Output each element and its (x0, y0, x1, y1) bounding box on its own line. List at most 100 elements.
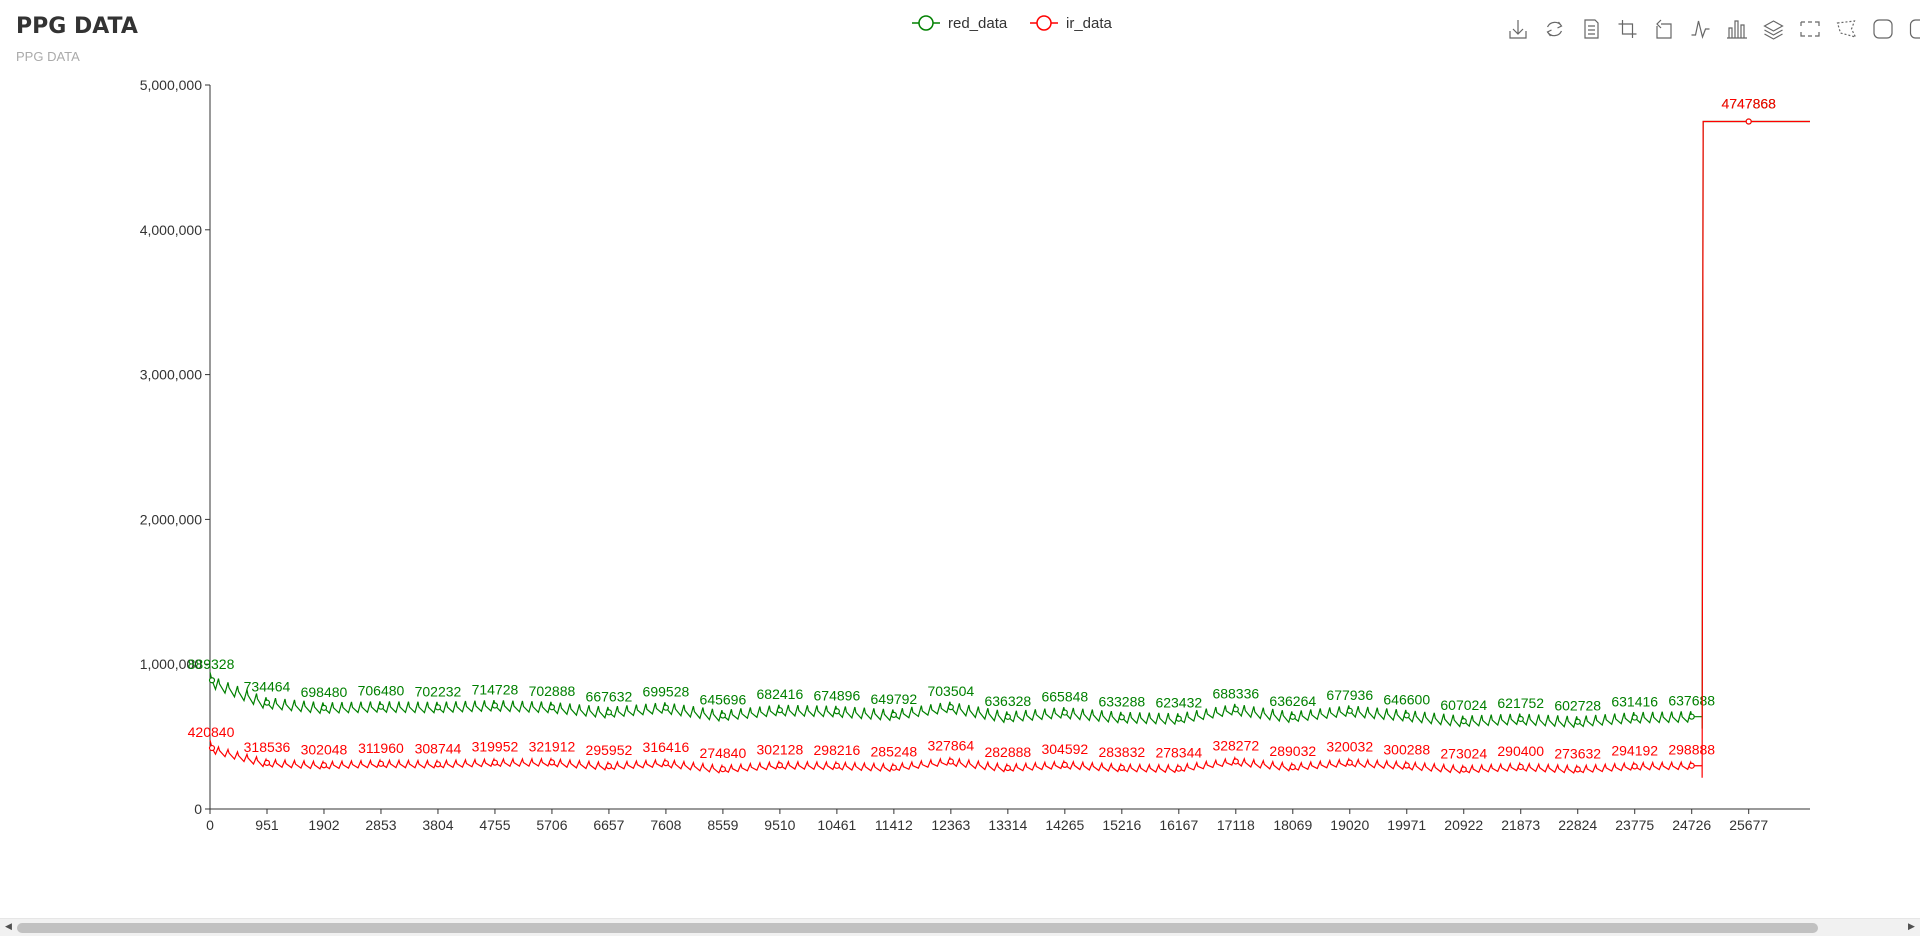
x-tick-label: 0 (206, 817, 214, 833)
line-chart-icon[interactable] (1691, 20, 1710, 40)
data-label: 698480 (301, 684, 348, 700)
data-label: 646600 (1383, 691, 1430, 707)
data-point (1175, 765, 1182, 772)
data-point (776, 762, 783, 769)
horizontal-scrollbar[interactable]: ◀ ▶ (0, 918, 1920, 936)
data-point (548, 704, 556, 711)
bar-chart-icon[interactable] (1727, 20, 1747, 39)
series-layer: 889328 734464 698480 706480 702232 714728 7028… (188, 96, 1810, 778)
data-point (1346, 759, 1353, 766)
data-point (1574, 766, 1581, 773)
data-label: 607024 (1440, 697, 1487, 713)
data-label: 667632 (586, 688, 633, 704)
data-label: 278344 (1155, 745, 1202, 761)
data-point (1403, 712, 1410, 719)
data-point (947, 704, 954, 711)
data-point (208, 677, 216, 684)
scroll-left-arrow[interactable]: ◀ (5, 922, 12, 932)
data-label: 304592 (1041, 741, 1088, 757)
x-tick-label: 12363 (931, 817, 970, 833)
data-point (1232, 758, 1239, 765)
polygon-select-icon[interactable] (1836, 20, 1857, 38)
y-tick-label: 3,000,000 (140, 367, 202, 383)
data-label: 294192 (1611, 742, 1658, 758)
x-tick-label: 15216 (1102, 817, 1141, 833)
x-tick-label: 10461 (817, 817, 856, 833)
data-label: 623432 (1155, 695, 1202, 711)
data-point (1517, 715, 1524, 723)
clear-select-icon[interactable] (1909, 19, 1920, 39)
data-point (605, 709, 613, 716)
data-label: 282888 (984, 744, 1031, 760)
x-tick-label: 5706 (536, 817, 567, 833)
data-label: 420840 (188, 724, 235, 740)
data-point (776, 707, 783, 714)
data-point (548, 759, 556, 766)
x-tick-label: 1902 (308, 817, 339, 833)
data-point (1574, 718, 1581, 725)
data-point (377, 760, 385, 767)
rect-select-icon[interactable] (1800, 21, 1820, 37)
download-icon[interactable] (1509, 20, 1527, 39)
data-label: 677936 (1326, 687, 1373, 703)
data-label: 283832 (1098, 744, 1145, 760)
x-tick-label: 8559 (707, 817, 738, 833)
data-label: 316416 (643, 739, 690, 755)
zoom-icon[interactable] (1618, 20, 1637, 38)
data-label: 674896 (814, 687, 861, 703)
data-point (1403, 762, 1410, 769)
data-label: 274840 (700, 745, 747, 761)
data-label: 631416 (1611, 694, 1658, 710)
series-line-ir_data (209, 120, 1810, 778)
data-point (1631, 714, 1638, 721)
data-label: 273632 (1554, 745, 1601, 761)
stack-icon[interactable] (1763, 20, 1784, 40)
data-label: 688336 (1212, 685, 1259, 701)
y-tick-label: 4,000,000 (140, 222, 202, 238)
x-tick-label: 18069 (1273, 817, 1312, 833)
data-point (1346, 707, 1353, 714)
data-label: 702888 (529, 683, 576, 699)
data-label: 637688 (1668, 693, 1715, 709)
data-view-icon[interactable] (1584, 19, 1599, 39)
data-point (491, 759, 499, 766)
data-label: 285248 (871, 744, 918, 760)
data-point (1517, 763, 1524, 771)
data-label: 636264 (1269, 693, 1316, 709)
data-label: 321912 (529, 738, 576, 754)
refresh-icon[interactable] (1546, 21, 1563, 37)
y-tick-label: 2,000,000 (140, 511, 202, 527)
data-label: 706480 (358, 683, 405, 699)
data-point (263, 759, 271, 766)
data-label: 311960 (358, 740, 404, 756)
x-axis: 0 951 1902 2853 3804 4755 5706 6657 7608 8559 9510… (206, 808, 1810, 833)
data-label: 889328 (188, 656, 235, 672)
zoom-back-icon[interactable] (1656, 19, 1672, 39)
data-point (1688, 713, 1695, 720)
data-label: 290400 (1497, 743, 1544, 759)
x-tick-label: 19971 (1387, 817, 1426, 833)
data-point (719, 766, 726, 773)
data-point (1232, 706, 1239, 713)
scroll-thumb[interactable] (17, 923, 1818, 933)
data-label: 734464 (244, 679, 291, 695)
data-point (434, 704, 442, 711)
scroll-right-arrow[interactable]: ▶ (1908, 922, 1915, 932)
data-point (208, 744, 216, 752)
chart-subtitle: PPG DATA (16, 49, 80, 64)
y-tick-label: 0 (194, 801, 202, 817)
toolbox (1509, 19, 1920, 40)
y-tick-label: 1,000,000 (140, 656, 202, 672)
data-label: 328272 (1212, 737, 1259, 753)
data-point (605, 763, 613, 770)
data-point (377, 703, 385, 710)
data-label: 621752 (1497, 695, 1544, 711)
legend-symbol-ir_data (1036, 15, 1052, 31)
x-tick-label: 24726 (1672, 817, 1711, 833)
x-tick-label: 16167 (1159, 817, 1198, 833)
data-point (1460, 718, 1467, 725)
data-label: 702232 (415, 683, 462, 699)
data-point (434, 761, 442, 768)
keep-select-icon[interactable] (1873, 19, 1893, 39)
x-tick-label: 25677 (1729, 817, 1768, 833)
